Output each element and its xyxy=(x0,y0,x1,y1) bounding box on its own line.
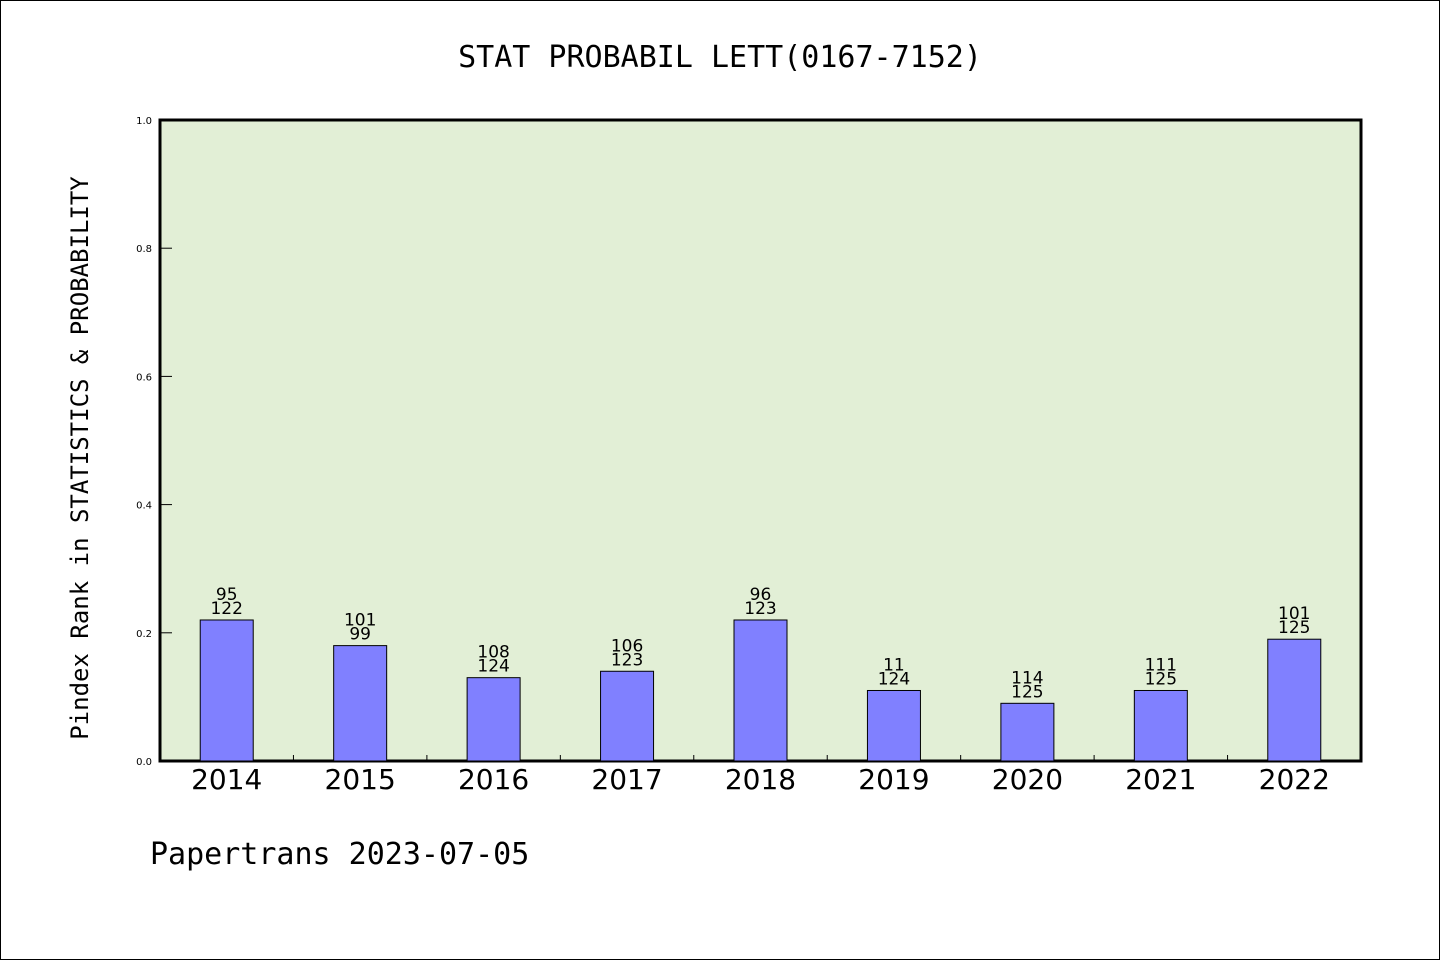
x-tick-label: 2014 xyxy=(191,763,262,796)
x-tick-label: 2017 xyxy=(591,763,662,796)
bar-2021 xyxy=(1133,689,1188,762)
bar-total-label: 123 xyxy=(611,650,643,670)
y-tick-label: 1.0 xyxy=(136,116,152,127)
y-tick-label: 0.4 xyxy=(136,501,152,512)
bar-total-label: 123 xyxy=(744,599,776,619)
bar-total-label: 125 xyxy=(1278,618,1310,638)
bar-rank-label: 108 xyxy=(477,643,509,663)
bar-total-label: 124 xyxy=(477,657,509,677)
x-tick-label: 2022 xyxy=(1259,763,1330,796)
bar-2017 xyxy=(600,670,655,762)
y-tick-label: 0.6 xyxy=(136,372,152,383)
bar-rank-label: 114 xyxy=(1011,668,1043,688)
bar-2016 xyxy=(466,677,521,762)
bar-2018 xyxy=(733,619,788,762)
y-axis-label: Pindex Rank in STATISTICS & PROBABILITY xyxy=(66,176,94,740)
x-tick-label: 2020 xyxy=(992,763,1063,796)
y-tick-label: 0.2 xyxy=(136,629,152,640)
bar-rank-label: 95 xyxy=(216,585,238,605)
bar-total-label: 124 xyxy=(878,669,910,689)
bar-rank-label: 111 xyxy=(1145,655,1177,675)
bar-rank-label: 101 xyxy=(344,611,376,631)
bar-rank-label: 11 xyxy=(883,655,905,675)
y-tick-label: 0.8 xyxy=(136,244,152,255)
bar-total-label: 125 xyxy=(1011,682,1043,702)
x-tick-label: 2019 xyxy=(858,763,929,796)
footer-text: Papertrans 2023-07-05 xyxy=(150,837,529,872)
bar-rank-label: 101 xyxy=(1278,604,1310,624)
bar-2019 xyxy=(866,689,921,762)
x-tick-label: 2021 xyxy=(1125,763,1196,796)
bar-rank-label: 96 xyxy=(750,585,772,605)
bar-2015 xyxy=(333,645,388,762)
bar-rank-label: 106 xyxy=(611,636,643,656)
x-axis-ticks: 2014 2015 2016 2017 2018 2019 2020 2021 2022 xyxy=(191,755,1330,796)
bar-2020 xyxy=(1000,702,1055,762)
x-tick-label: 2016 xyxy=(458,763,529,796)
x-tick-label: 2018 xyxy=(725,763,796,796)
y-tick-label: 0.0 xyxy=(136,757,152,768)
y-axis-ticks: 0.0 0.2 0.4 0.6 0.8 1.0 xyxy=(136,116,172,768)
bar-total-label: 122 xyxy=(210,599,242,619)
bar-2022 xyxy=(1267,638,1322,762)
bar-total-label: 125 xyxy=(1145,669,1177,689)
bar-total-label: 99 xyxy=(349,625,371,645)
x-tick-label: 2015 xyxy=(325,763,396,796)
bar-2014 xyxy=(199,619,254,762)
chart-title: STAT PROBABIL LETT(0167-7152) xyxy=(458,40,982,75)
